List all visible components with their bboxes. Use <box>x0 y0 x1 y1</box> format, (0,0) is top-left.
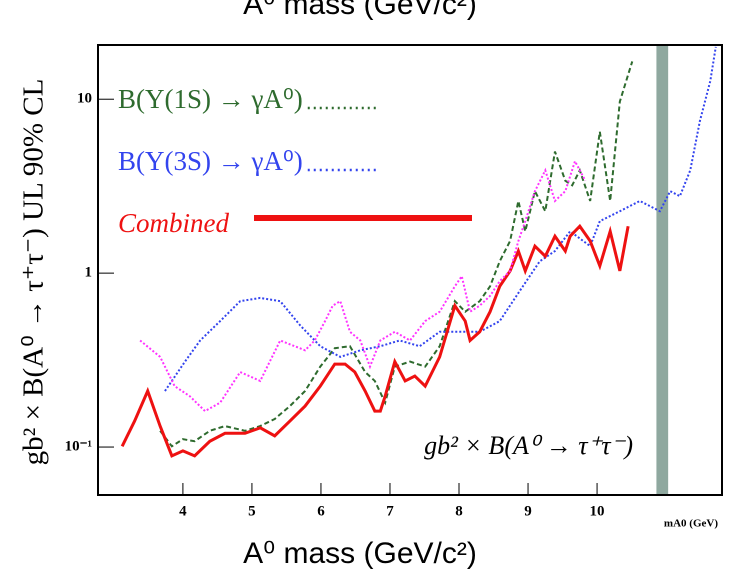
y-tick-label: 10⁻¹ <box>65 438 92 454</box>
x-tick-label: 6 <box>317 503 325 519</box>
legend-label: Combined <box>118 208 229 238</box>
y-tick-label: 1 <box>85 265 93 281</box>
x-tick-label: 10 <box>590 503 605 519</box>
legend-label: B(Υ(1S) → γA⁰) <box>118 84 303 114</box>
x-tick-label: 5 <box>248 503 256 519</box>
x-tick-label: 8 <box>455 503 463 519</box>
plot-frame <box>97 44 723 496</box>
shaded-band <box>656 45 669 495</box>
annotation: gb² × B(A⁰ → τ⁺τ⁻) <box>424 431 633 460</box>
x-tick-label: 9 <box>524 503 532 519</box>
x-axis-label: A⁰ mass (GeV/c²) <box>243 537 477 570</box>
data-line <box>159 61 634 448</box>
x-tick-label: 4 <box>179 503 187 519</box>
y-axis-label: gb² × B(A⁰ → τ⁺τ⁻) UL 90% CL <box>18 79 50 466</box>
legend-label: B(Υ(3S) → γA⁰) <box>118 146 303 176</box>
data-line <box>139 158 587 413</box>
y-tick-label: 10 <box>77 91 92 107</box>
data-line <box>120 223 630 458</box>
corner-label: mA0 (GeV) <box>664 518 718 530</box>
x-tick-label: 7 <box>386 503 394 519</box>
chart-title: A⁰ mass (GeV/c²) <box>243 0 477 21</box>
